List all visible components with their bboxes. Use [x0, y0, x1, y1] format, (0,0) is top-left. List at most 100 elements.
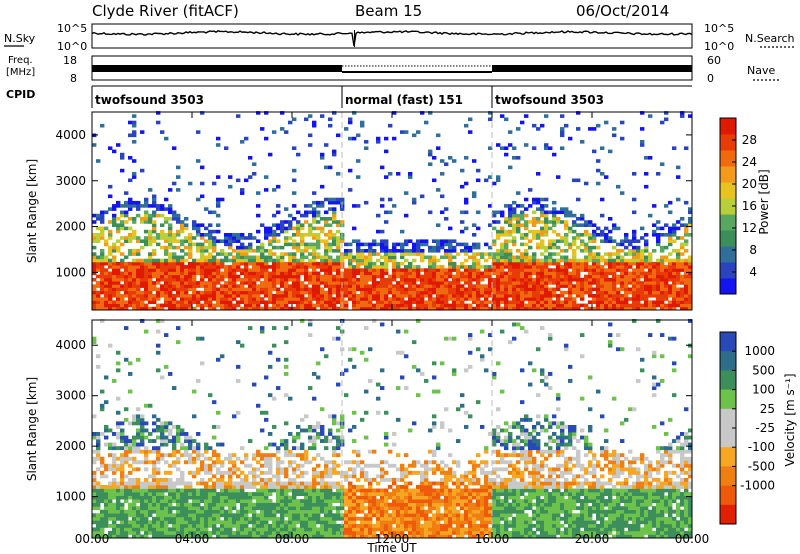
heatmap-cell [120, 435, 125, 440]
n-search-label: N.Search [745, 32, 795, 45]
heatmap-cell [312, 226, 317, 231]
heatmap-cell [552, 300, 557, 304]
heatmap-cell [448, 294, 453, 298]
heatmap-cell [176, 274, 181, 279]
colorbar-swatch [720, 166, 736, 183]
heatmap-cell [624, 258, 629, 263]
heatmap-cell [308, 439, 313, 443]
heatmap-cell [108, 252, 113, 256]
heatmap-cell [132, 446, 137, 451]
heatmap-cell [240, 281, 245, 285]
heatmap-cell [356, 159, 361, 163]
heatmap-cell [364, 277, 369, 282]
heatmap-cell [244, 523, 249, 528]
heatmap-cell [160, 432, 165, 436]
heatmap-cell [652, 284, 657, 288]
heatmap-cell [544, 249, 549, 253]
heatmap-cell [156, 233, 161, 237]
heatmap-cell [388, 306, 393, 311]
heatmap-cell [452, 284, 457, 288]
heatmap-cell [292, 439, 297, 443]
heatmap-cell [112, 290, 117, 295]
heatmap-cell [316, 252, 321, 256]
heatmap-cell [488, 175, 493, 179]
heatmap-cell [152, 297, 157, 301]
heatmap-cell [440, 242, 445, 247]
heatmap-cell [328, 236, 333, 240]
heatmap-cell [140, 271, 145, 276]
heatmap-cell [520, 213, 525, 218]
heatmap-cell [416, 277, 421, 282]
heatmap-cell [212, 492, 217, 496]
heatmap-cell [408, 172, 413, 176]
heatmap-cell [128, 236, 133, 240]
heatmap-cell [572, 306, 577, 311]
heatmap-cell [648, 284, 653, 288]
heatmap-cell [348, 284, 353, 288]
heatmap-cell [232, 470, 237, 475]
heatmap-cell [96, 506, 101, 511]
heatmap-cell [180, 470, 185, 475]
heatmap-cell [292, 245, 297, 250]
heatmap-cell [96, 467, 101, 472]
heatmap-cell [328, 281, 333, 285]
heatmap-cell [372, 290, 377, 295]
heatmap-cell [192, 520, 197, 525]
heatmap-cell [228, 530, 233, 535]
heatmap-cell [564, 249, 569, 253]
heatmap-cell [336, 274, 341, 279]
heatmap-cell [364, 300, 369, 304]
heatmap-cell [272, 233, 277, 237]
heatmap-cell [648, 271, 653, 276]
heatmap-cell [620, 261, 625, 266]
heatmap-cell [152, 470, 157, 475]
heatmap-cell [136, 495, 141, 500]
heatmap-cell [468, 297, 473, 301]
heatmap-cell [168, 453, 173, 458]
heatmap-cell [232, 481, 237, 486]
heatmap-cell [528, 306, 533, 311]
heatmap-cell [252, 303, 257, 308]
heatmap-cell [308, 322, 313, 327]
heatmap-cell [244, 530, 249, 535]
heatmap-cell [408, 271, 413, 276]
heatmap-cell [304, 492, 309, 496]
heatmap-cell [164, 197, 169, 202]
heatmap-cell [616, 277, 621, 282]
heatmap-cell [616, 268, 621, 272]
heatmap-cell [288, 306, 293, 311]
heatmap-cell [260, 271, 265, 276]
heatmap-cell [456, 294, 461, 298]
heatmap-cell [124, 287, 129, 292]
heatmap-cell [120, 470, 125, 475]
heatmap-cell [268, 277, 273, 282]
heatmap-cell [264, 456, 269, 461]
heatmap-cell [152, 265, 157, 269]
heatmap-cell [576, 236, 581, 240]
heatmap-cell [120, 453, 125, 458]
heatmap-cell [340, 287, 345, 292]
heatmap-cell [620, 255, 625, 260]
heatmap-cell [96, 516, 101, 521]
heatmap-cell [616, 249, 621, 253]
heatmap-cell [624, 287, 629, 292]
heatmap-cell [220, 470, 225, 475]
heatmap-cell [304, 249, 309, 253]
heatmap-cell [360, 281, 365, 285]
heatmap-cell [408, 281, 413, 285]
heatmap-cell [144, 242, 149, 247]
heatmap-cell [460, 271, 465, 276]
heatmap-cell [200, 277, 205, 282]
heatmap-cell [284, 481, 289, 486]
heatmap-cell [220, 506, 225, 511]
heatmap-cell [252, 523, 257, 528]
heatmap-cell [644, 255, 649, 260]
heatmap-cell [132, 281, 137, 285]
heatmap-cell [104, 242, 109, 247]
heatmap-cell [584, 242, 589, 247]
heatmap-cell [176, 534, 181, 539]
heatmap-cell [668, 294, 673, 298]
heatmap-cell [320, 495, 325, 500]
heatmap-cell [600, 213, 605, 218]
heatmap-cell [480, 303, 485, 308]
